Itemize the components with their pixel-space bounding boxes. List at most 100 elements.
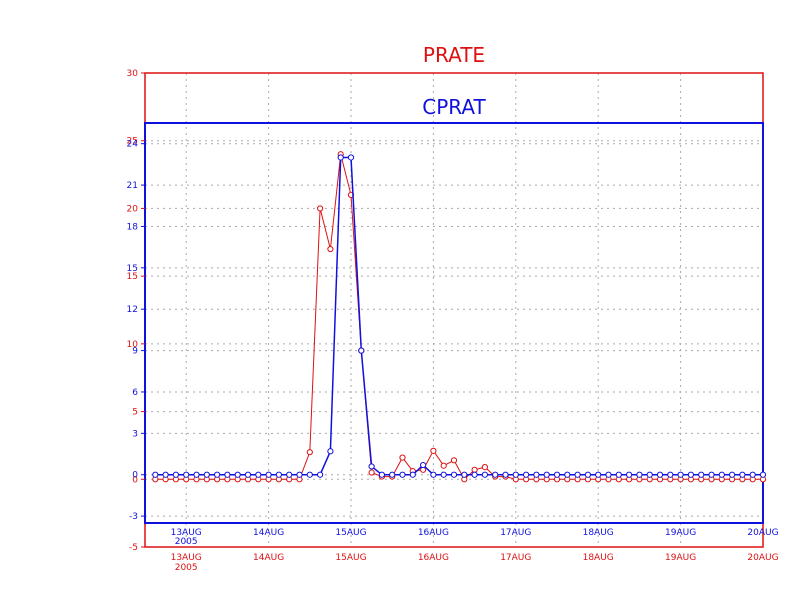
- cprat-x-tick-sublabel: 2005: [175, 537, 198, 547]
- cprat-point: [347, 154, 355, 161]
- cprat-point: [564, 471, 571, 478]
- cprat-x-tick-label: 19AUG: [665, 528, 696, 538]
- prate-point: [399, 454, 406, 461]
- cprat-point: [595, 471, 602, 478]
- cprat-point: [420, 461, 427, 469]
- cprat-point: [667, 471, 674, 478]
- cprat-point: [543, 471, 550, 478]
- cprat-point: [214, 471, 221, 478]
- prate-point: [450, 457, 458, 464]
- cprat-x-tick-label: 15AUG: [335, 528, 366, 538]
- cprat-point: [636, 471, 643, 478]
- prate-x-tick-label: 13AUG: [171, 553, 202, 563]
- cprat-point: [265, 471, 272, 478]
- cprat-point: [286, 471, 293, 478]
- cprat-point: [389, 471, 396, 478]
- cprat-point: [296, 471, 303, 478]
- prate-y-tick-label: 0: [132, 475, 138, 485]
- cprat-point: [255, 471, 262, 478]
- cprat-point: [368, 463, 375, 470]
- cprat-y-tick-label: 6: [132, 388, 138, 398]
- cprat-x-tick-label: 18AUG: [583, 528, 614, 538]
- cprat-point: [656, 471, 664, 478]
- cprat-y-tick-label: 15: [127, 264, 138, 274]
- cprat-point: [605, 471, 612, 478]
- cprat-point: [584, 471, 592, 478]
- cprat-point: [193, 471, 200, 478]
- cprat-point: [152, 471, 159, 478]
- cprat-y-tick-label: -3: [129, 512, 138, 522]
- cprat-line: [155, 156, 763, 476]
- cprat-point: [440, 471, 447, 478]
- cprat-point: [337, 154, 344, 161]
- cprat-y-tick-label: 12: [127, 305, 138, 315]
- cprat-x-tick-label: 13AUG: [171, 528, 202, 538]
- prate-x-tick-label: 18AUG: [583, 553, 614, 563]
- prate-x-tick-label: 17AUG: [500, 553, 531, 563]
- cprat-point: [533, 471, 540, 478]
- prate-point: [368, 469, 375, 476]
- cprat-point: [450, 471, 458, 478]
- cprat-point: [461, 471, 468, 478]
- cprat-point: [729, 471, 736, 478]
- cprat-y-tick-label: 0: [132, 471, 138, 481]
- cprat-title: CPRAT: [422, 95, 486, 119]
- tick-labels: -5051015202530-30369121518212413AUG20051…: [127, 69, 779, 573]
- cprat-point: [275, 471, 282, 478]
- prate-point: [306, 449, 313, 456]
- prate-point: [440, 462, 447, 469]
- prate-y-tick-label: 5: [132, 408, 138, 418]
- cprat-point: [626, 471, 633, 478]
- cprat-point: [677, 471, 684, 478]
- cprat-point: [409, 471, 416, 478]
- prate-x-tick-label: 16AUG: [418, 553, 449, 563]
- cprat-point: [378, 471, 385, 478]
- prate-x-tick-label: 15AUG: [335, 553, 366, 563]
- cprat-point: [523, 471, 530, 478]
- prate-point: [327, 245, 334, 253]
- cprat-point: [646, 471, 653, 478]
- prate-y-tick-label: -5: [129, 543, 138, 553]
- cprat-point: [317, 471, 324, 478]
- cprat-x-tick-label: 17AUG: [500, 528, 531, 538]
- prate-x-tick-label: 19AUG: [665, 553, 696, 563]
- prate-point: [317, 205, 324, 212]
- cprat-point: [234, 471, 241, 478]
- cprat-y-tick-label: 21: [127, 181, 138, 191]
- cprat-point: [203, 471, 210, 478]
- cprat-y-tick-label: 3: [132, 429, 138, 439]
- cprat-point: [615, 471, 622, 478]
- prate-point: [481, 463, 488, 471]
- cprat-point: [327, 448, 334, 455]
- cprat-point: [718, 471, 725, 478]
- cprat-point: [553, 471, 561, 478]
- cprat-point: [244, 471, 252, 478]
- cprat-point: [698, 471, 705, 478]
- cprat-point: [492, 471, 499, 478]
- cprat-point: [430, 471, 437, 478]
- cprat-point: [399, 471, 406, 478]
- cprat-point: [224, 471, 231, 478]
- cprat-point: [749, 471, 756, 478]
- prate-line: [155, 154, 763, 481]
- prate-x-tick-label: 14AUG: [253, 553, 284, 563]
- cprat-point: [574, 471, 581, 478]
- cprat-y-tick-label: 24: [127, 140, 139, 150]
- prate-y-tick-label: 30: [127, 69, 139, 79]
- cprat-point: [172, 471, 179, 478]
- prate-y-tick-label: 15: [127, 272, 138, 282]
- cprat-point: [481, 471, 488, 478]
- cprat-point: [512, 471, 519, 478]
- prate-y-tick-label: 25: [127, 137, 138, 147]
- cprat-point: [739, 471, 746, 478]
- cprat-point: [306, 471, 313, 478]
- cprat-x-tick-label: 16AUG: [418, 528, 449, 538]
- cprat-frame: [144, 122, 764, 524]
- cprat-point: [708, 471, 715, 478]
- cprat-point: [759, 471, 767, 478]
- cprat-point: [471, 471, 478, 478]
- cprat-y-tick-label: 9: [132, 347, 138, 357]
- prate-title: PRATE: [423, 43, 485, 67]
- prate-point: [430, 447, 437, 454]
